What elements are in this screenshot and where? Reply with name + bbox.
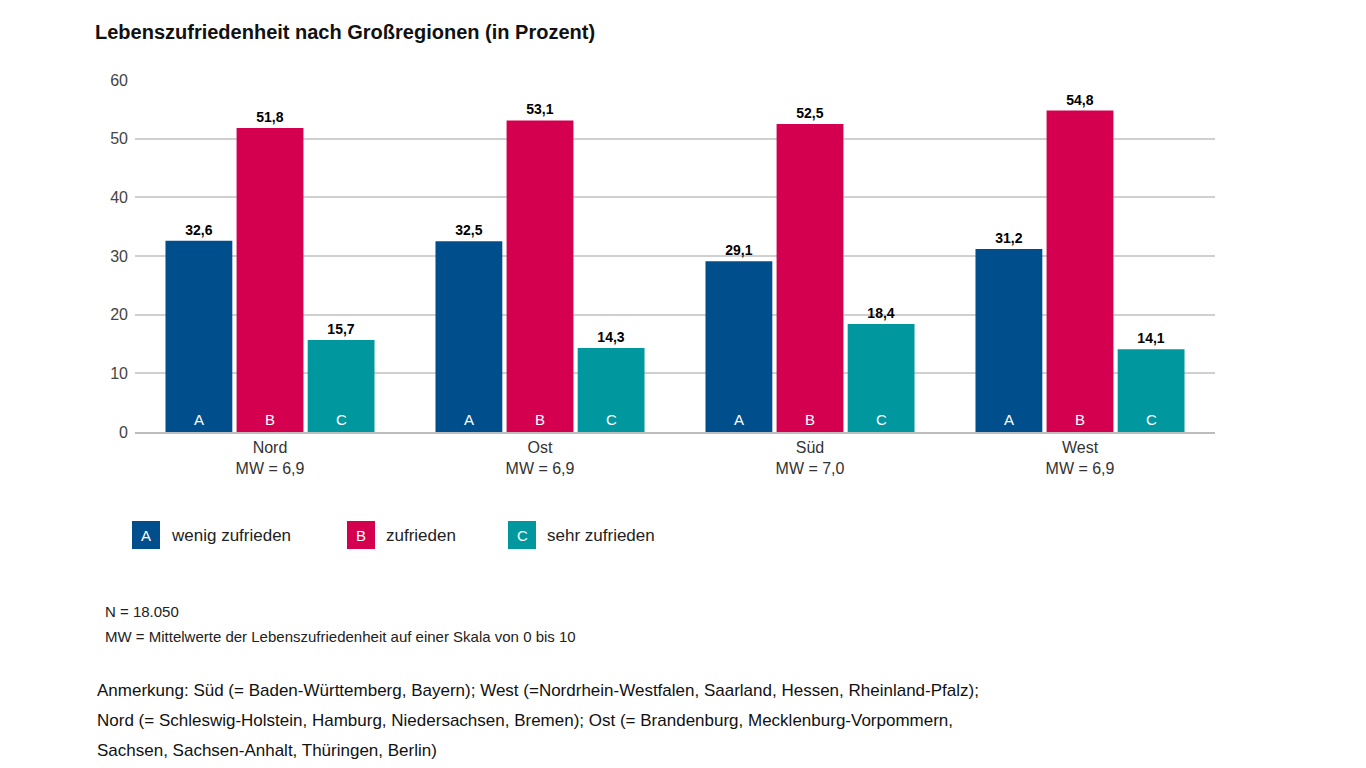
svg-text:NordMW = 6,9: NordMW = 6,9: [236, 439, 305, 477]
svg-text:A: A: [1004, 411, 1014, 428]
svg-text:B: B: [265, 411, 275, 428]
svg-text:Nord (= Schleswig-Holstein, Ha: Nord (= Schleswig-Holstein, Hamburg, Nie…: [97, 711, 953, 730]
svg-text:C: C: [336, 411, 347, 428]
svg-text:C: C: [876, 411, 887, 428]
svg-text:14,3: 14,3: [597, 329, 624, 345]
svg-text:51,8: 51,8: [256, 109, 283, 125]
svg-text:SüdMW = 7,0: SüdMW = 7,0: [776, 439, 845, 477]
svg-text:A: A: [734, 411, 744, 428]
svg-text:A: A: [194, 411, 204, 428]
svg-text:C: C: [1146, 411, 1157, 428]
svg-text:32,5: 32,5: [455, 222, 482, 238]
svg-text:54,8: 54,8: [1066, 92, 1093, 108]
svg-text:40: 40: [110, 189, 128, 206]
svg-text:Sachsen, Sachsen-Anhalt, Thüri: Sachsen, Sachsen-Anhalt, Thüringen, Berl…: [97, 741, 437, 760]
svg-text:A: A: [141, 527, 151, 544]
svg-text:N = 18.050: N = 18.050: [105, 603, 179, 620]
svg-text:15,7: 15,7: [327, 321, 354, 337]
svg-text:20: 20: [110, 306, 128, 323]
svg-text:wenig zufrieden: wenig zufrieden: [171, 526, 291, 545]
svg-text:50: 50: [110, 130, 128, 147]
svg-text:29,1: 29,1: [725, 242, 752, 258]
svg-text:14,1: 14,1: [1137, 330, 1164, 346]
svg-text:Lebenszufriedenheit nach Großr: Lebenszufriedenheit nach Großregionen (i…: [95, 21, 595, 43]
svg-text:B: B: [356, 527, 366, 544]
svg-text:0: 0: [119, 424, 128, 441]
svg-text:60: 60: [110, 72, 128, 89]
svg-text:A: A: [464, 411, 474, 428]
svg-text:31,2: 31,2: [995, 230, 1022, 246]
svg-text:C: C: [606, 411, 617, 428]
svg-text:18,4: 18,4: [867, 305, 894, 321]
svg-text:B: B: [1075, 411, 1085, 428]
svg-text:Anmerkung: Süd (= Baden-Württe: Anmerkung: Süd (= Baden-Württemberg, Bay…: [97, 681, 979, 700]
svg-text:32,6: 32,6: [185, 222, 212, 238]
svg-text:30: 30: [110, 248, 128, 265]
svg-text:C: C: [517, 527, 528, 544]
svg-text:sehr zufrieden: sehr zufrieden: [547, 526, 655, 545]
svg-text:B: B: [535, 411, 545, 428]
svg-text:WestMW = 6,9: WestMW = 6,9: [1046, 439, 1115, 477]
svg-text:53,1: 53,1: [526, 101, 553, 117]
svg-text:MW = Mittelwerte der Lebenszuf: MW = Mittelwerte der Lebenszufriedenheit…: [105, 628, 576, 645]
svg-text:B: B: [805, 411, 815, 428]
svg-text:10: 10: [110, 365, 128, 382]
svg-text:zufrieden: zufrieden: [386, 526, 456, 545]
svg-text:OstMW = 6,9: OstMW = 6,9: [506, 439, 575, 477]
svg-text:52,5: 52,5: [796, 105, 823, 121]
